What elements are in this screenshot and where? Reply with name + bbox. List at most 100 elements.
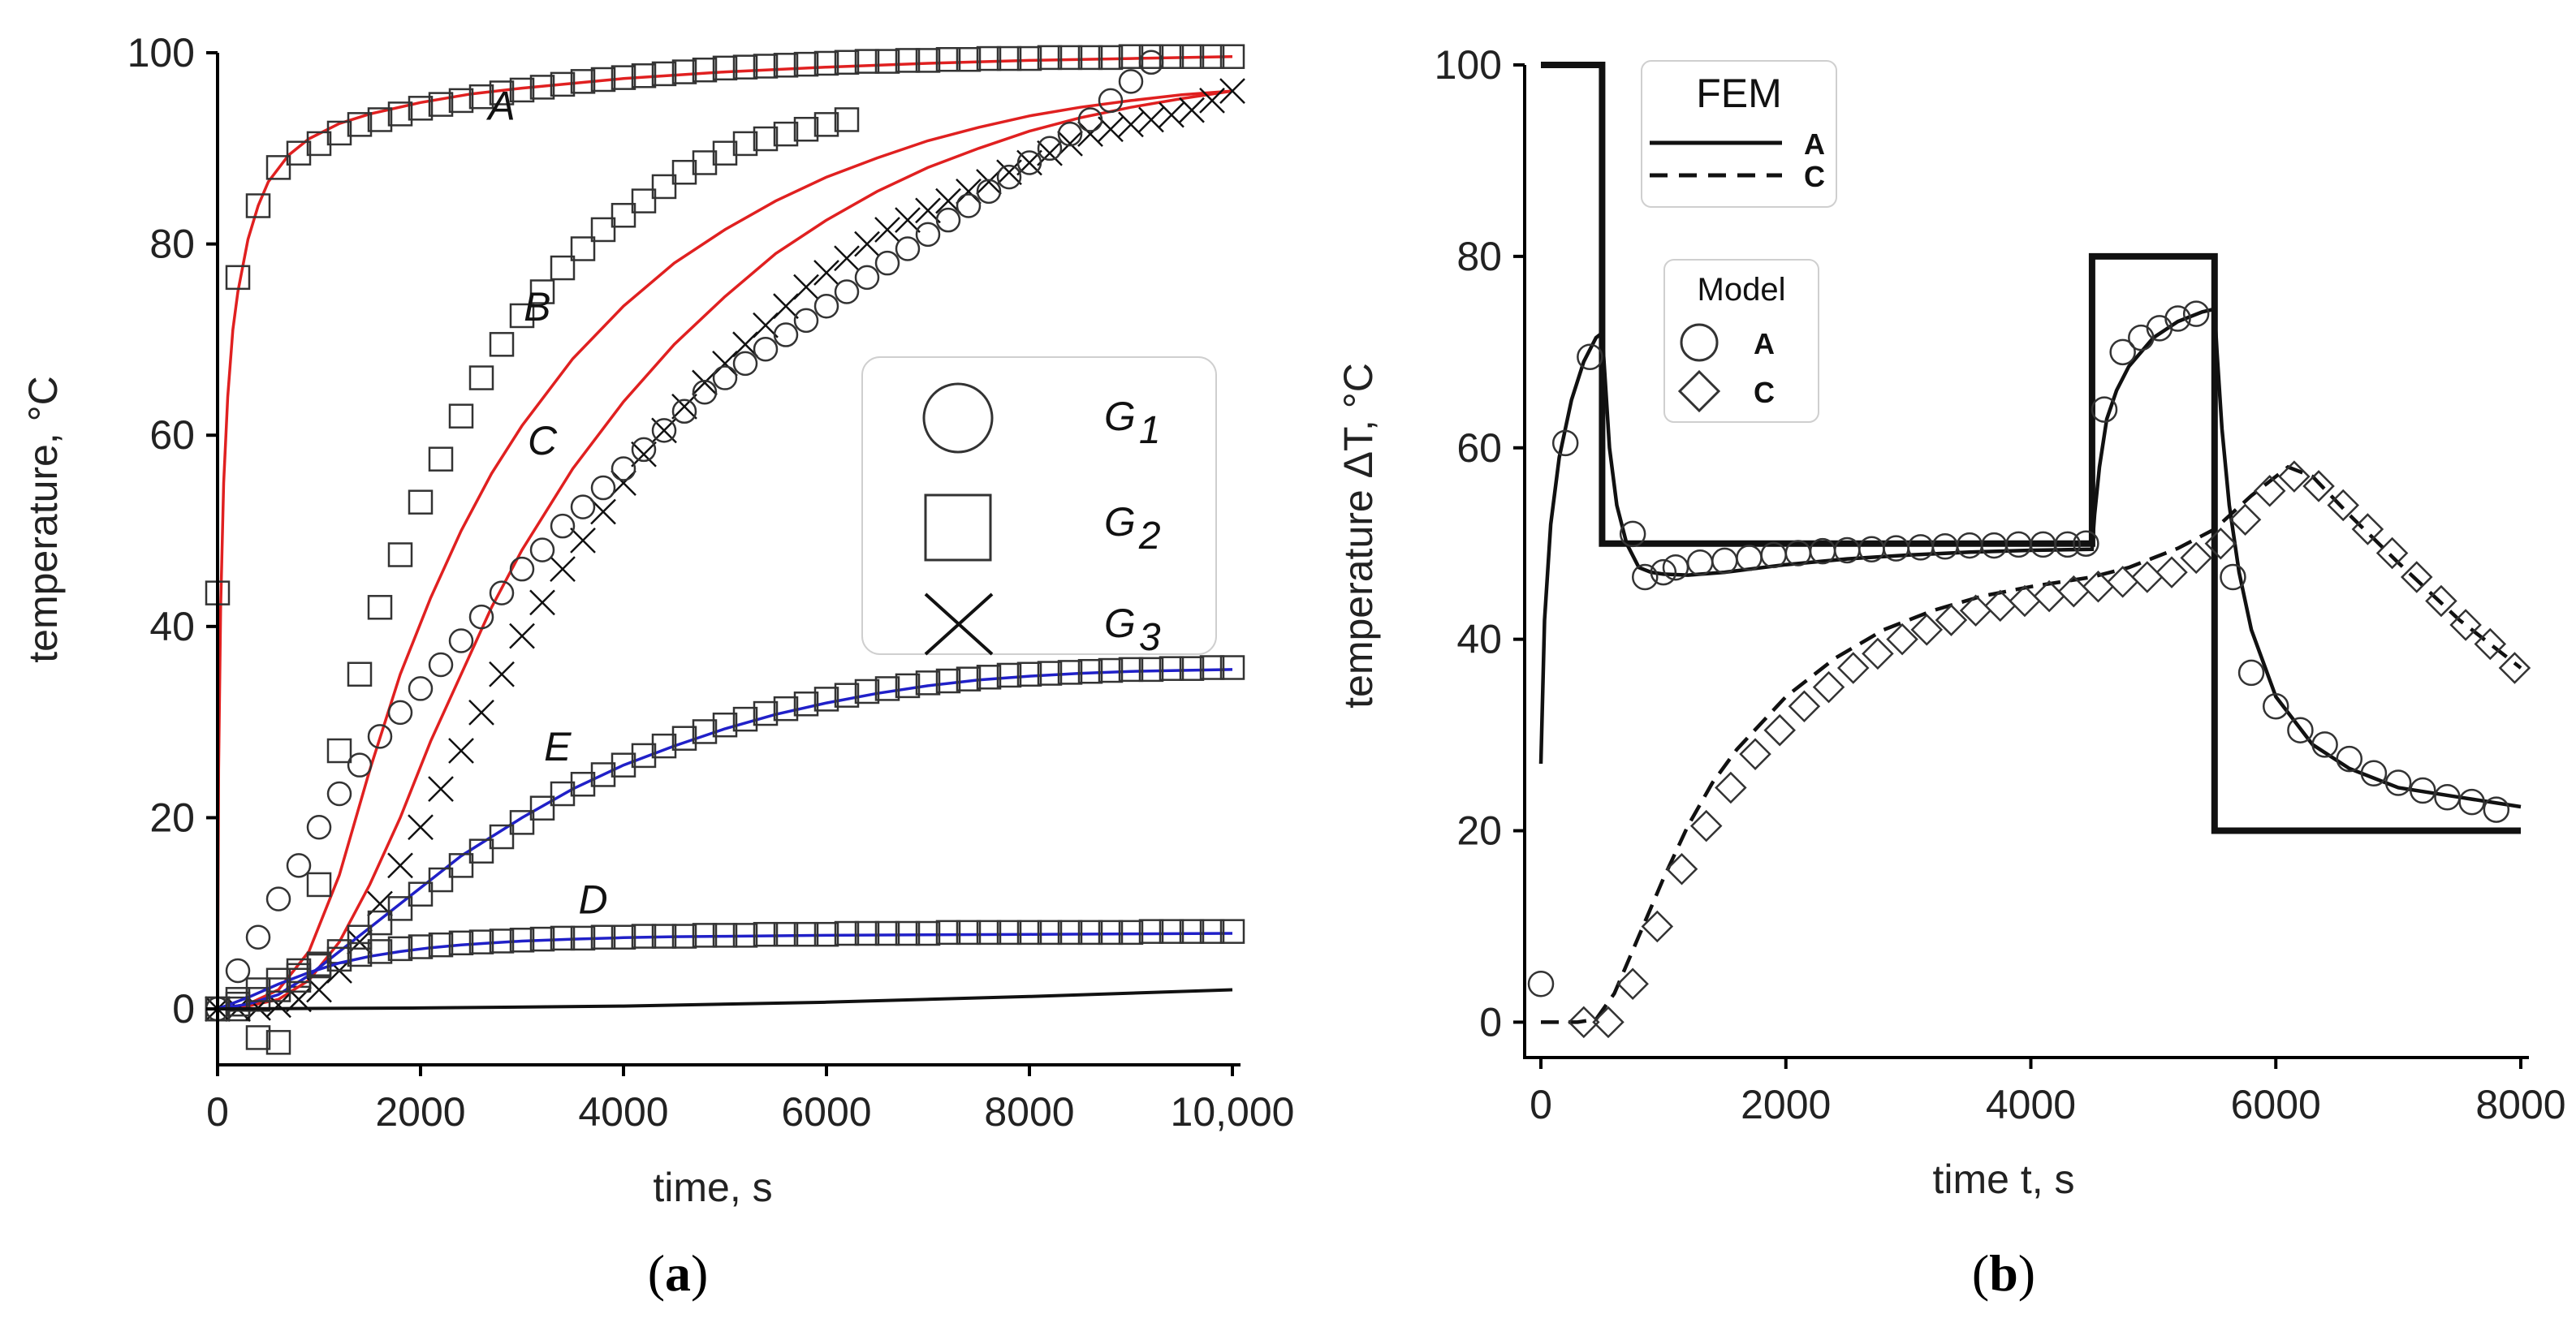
- chart-a-point-c: [895, 207, 921, 234]
- chart-a-point-b: [489, 332, 515, 357]
- chart-a-point-e: [1016, 661, 1042, 687]
- chart-a-legend-square-marker: [924, 493, 992, 562]
- chart-a-point-a: [265, 155, 291, 180]
- chart-a-point-e: [428, 867, 454, 893]
- chart-a-legend-label-1: G1: [1104, 394, 1161, 452]
- chart-b-model-legend: Model A C: [1663, 259, 1819, 423]
- chart-a-point-d: [408, 934, 434, 959]
- chart-a-markers-a: [205, 44, 1245, 605]
- chart-b-markers-model-c: [1568, 460, 2531, 1039]
- chart-a-point-a: [631, 63, 657, 88]
- chart-a-point-e: [448, 853, 474, 878]
- chart-b-point-model-c: [1763, 713, 1796, 747]
- chart-a-point-b: [550, 255, 576, 281]
- chart-a-point-b: [468, 365, 494, 390]
- chart-b-point-model-c: [2498, 652, 2531, 684]
- chart-a-point-a: [347, 112, 373, 137]
- chart-a-point-g1: [347, 752, 373, 778]
- chart-a-point-c: [468, 700, 494, 726]
- chart-a-point-d: [1037, 920, 1063, 946]
- chart-a-point-c: [1057, 131, 1083, 157]
- chart-b-panel-label: (b): [1972, 1244, 2035, 1302]
- chart-a-point-a: [245, 193, 271, 218]
- chart-a-point-g1: [286, 853, 312, 878]
- chart-a-point-e: [1037, 661, 1063, 686]
- chart-a-point-b: [651, 174, 677, 200]
- chart-a-y-tick-label: 0: [172, 986, 195, 1032]
- chart-a-point-b: [306, 872, 332, 898]
- chart-b: 0 2000 4000 6000 8000 0 20 40 60 80 100 time t, s…: [1335, 42, 2566, 1302]
- chart-a-point-g1: [671, 399, 697, 424]
- chart-a-legend-label-3: G3: [1104, 601, 1161, 659]
- chart-a-point-c: [1219, 78, 1245, 105]
- chart-a-point-d: [996, 920, 1022, 946]
- chart-b-x-axis-label: time t, s: [1932, 1157, 2074, 1202]
- chart-b-point-model-a: [1650, 558, 1677, 586]
- chart-a-point-g1: [306, 815, 332, 840]
- chart-a-point-d: [1159, 919, 1184, 944]
- chart-a-point-b: [509, 303, 535, 329]
- chart-a-point-c: [854, 231, 880, 257]
- chart-a-point-e: [874, 676, 900, 701]
- chart-a-point-g1: [570, 494, 596, 519]
- chart-a-curve-label-e: E: [544, 724, 572, 769]
- chart-a-point-d: [773, 921, 799, 947]
- chart-a-line-a: [216, 54, 1233, 1010]
- chart-a-point-b: [732, 131, 758, 157]
- chart-a-point-g1: [712, 365, 738, 390]
- chart-a-point-d: [306, 951, 332, 976]
- chart-b-point-model-a: [2384, 769, 2412, 796]
- chart-a-point-g1: [1037, 136, 1063, 162]
- chart-a-point-a: [854, 49, 880, 74]
- chart-a-point-a: [874, 49, 900, 74]
- chart-b-x-tick-label: 2000: [1741, 1082, 1831, 1127]
- chart-a-point-g1: [651, 418, 677, 443]
- chart-b-point-model-a: [2220, 563, 2246, 591]
- chart-a-point-e: [1118, 657, 1144, 683]
- chart-a-point-a: [225, 265, 251, 291]
- chart-a-panel-label: (a): [648, 1244, 709, 1302]
- chart-b-point-model-a: [2182, 300, 2210, 327]
- chart-a-curve-label-c: C: [528, 418, 558, 463]
- chart-a-point-d: [1219, 919, 1245, 944]
- chart-a-point-c: [590, 498, 616, 525]
- chart-a: 0 2000 4000 6000 8000 10,000 0 20 40 60 80 100 A B C…: [20, 30, 1294, 1302]
- chart-b-point-model-c: [2155, 556, 2188, 588]
- chart-a-point-e: [753, 700, 779, 726]
- chart-a-point-c: [956, 178, 982, 205]
- chart-a-x-tick-label: 8000: [984, 1089, 1074, 1135]
- chart-a-point-g1: [1118, 69, 1144, 94]
- chart-a-point-d: [611, 924, 636, 950]
- chart-b-point-model-c: [1788, 690, 1821, 722]
- chart-b-fem-legend-label-c: C: [1804, 160, 1825, 193]
- chart-a-point-c: [611, 470, 636, 497]
- chart-b-point-model-a: [2073, 530, 2099, 557]
- chart-a-point-g1: [631, 437, 657, 463]
- chart-a-point-a: [651, 61, 677, 87]
- chart-a-point-a: [428, 92, 454, 117]
- chart-a-markers-b: [205, 107, 860, 1055]
- chart-a-point-d: [956, 920, 982, 946]
- chart-b-point-model-a: [2128, 324, 2155, 351]
- chart-a-point-d: [326, 946, 352, 972]
- chart-a-point-e: [956, 666, 982, 692]
- chart-a-point-a: [773, 53, 799, 78]
- chart-b-point-model-c: [2278, 460, 2311, 493]
- chart-a-point-e: [692, 719, 718, 744]
- chart-a-point-c: [976, 169, 1002, 195]
- chart-a-point-c: [935, 187, 961, 214]
- chart-a-point-d: [468, 929, 494, 954]
- chart-a-point-a: [509, 77, 535, 103]
- chart-b-point-model-a: [2164, 305, 2191, 332]
- chart-a-x-tick-label: 6000: [781, 1089, 871, 1135]
- chart-b-point-model-c: [1641, 910, 1674, 943]
- chart-a-curve-label-b: B: [524, 284, 550, 330]
- chart-a-x-tick-label: 4000: [578, 1089, 668, 1135]
- chart-b-fem-legend: FEM A C: [1641, 60, 1837, 208]
- chart-a-point-a: [1037, 45, 1063, 71]
- chart-a-point-a: [326, 120, 352, 146]
- chart-b-point-model-a: [1711, 547, 1738, 575]
- chart-a-point-c: [834, 245, 860, 272]
- chart-a-legend-box: [861, 356, 1217, 655]
